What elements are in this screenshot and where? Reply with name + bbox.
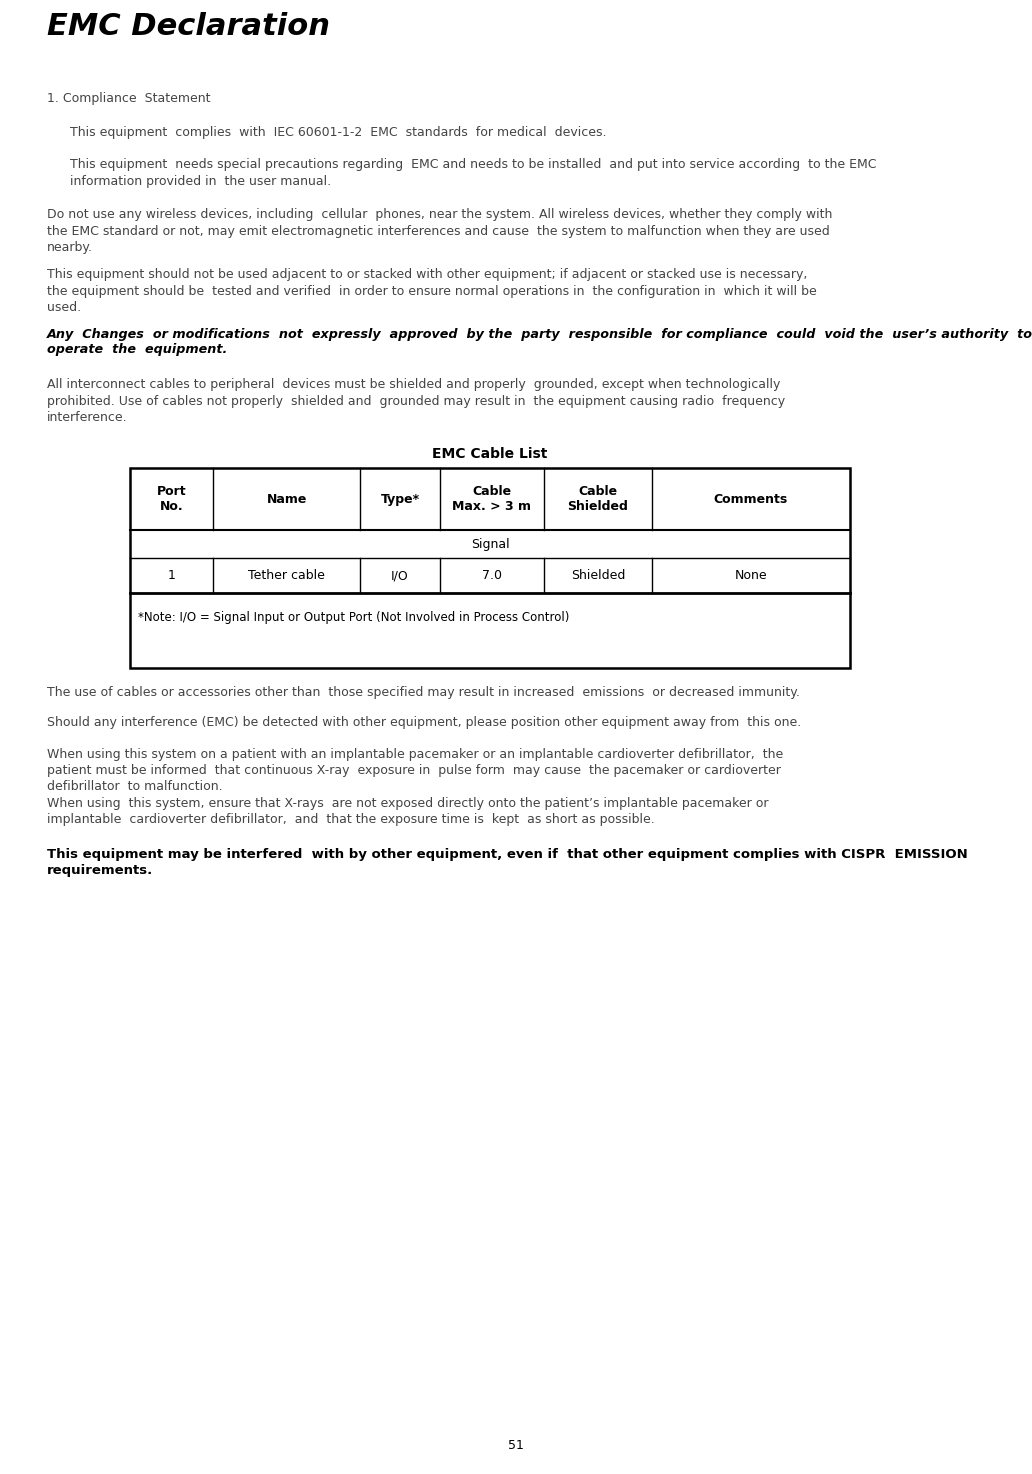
Text: Cable
Shielded: Cable Shielded — [568, 485, 628, 513]
Text: Port
No.: Port No. — [157, 485, 186, 513]
Text: None: None — [735, 569, 768, 582]
Text: 7.0: 7.0 — [482, 569, 502, 582]
Text: The use of cables or accessories other than  those specified may result in incre: The use of cables or accessories other t… — [47, 685, 800, 699]
Text: This equipment  needs special precautions regarding  EMC and needs to be install: This equipment needs special precautions… — [70, 158, 876, 187]
Text: Should any interference (EMC) be detected with other equipment, please position : Should any interference (EMC) be detecte… — [47, 716, 801, 730]
Text: This equipment  complies  with  IEC 60601-1-2  EMC  standards  for medical  devi: This equipment complies with IEC 60601-1… — [70, 125, 607, 139]
Text: Tether cable: Tether cable — [248, 569, 325, 582]
Text: operate  the  equipment.: operate the equipment. — [47, 343, 227, 357]
Text: When using this system on a patient with an implantable pacemaker or an implanta: When using this system on a patient with… — [47, 747, 783, 825]
Text: Signal: Signal — [471, 538, 510, 550]
Text: All interconnect cables to peripheral  devices must be shielded and properly  gr: All interconnect cables to peripheral de… — [47, 377, 785, 425]
Text: Comments: Comments — [714, 492, 788, 506]
Text: This equipment should not be used adjacent to or stacked with other equipment; i: This equipment should not be used adjace… — [47, 268, 816, 314]
Text: Type*: Type* — [381, 492, 420, 506]
Text: *Note: I/O = Signal Input or Output Port (Not Involved in Process Control): *Note: I/O = Signal Input or Output Port… — [138, 612, 570, 624]
Text: Name: Name — [266, 492, 307, 506]
Text: This equipment may be interfered  with by other equipment, even if  that other e: This equipment may be interfered with by… — [47, 848, 968, 861]
Text: EMC Declaration: EMC Declaration — [47, 12, 330, 41]
Text: 51: 51 — [508, 1439, 524, 1452]
Text: Any  Changes  or modifications  not  expressly  approved  by the  party  respons: Any Changes or modifications not express… — [47, 329, 1032, 340]
Text: I/O: I/O — [391, 569, 409, 582]
Bar — [130, 469, 850, 668]
Text: requirements.: requirements. — [47, 864, 153, 877]
Text: 1: 1 — [167, 569, 175, 582]
Text: Shielded: Shielded — [571, 569, 625, 582]
Text: Cable
Max. > 3 m: Cable Max. > 3 m — [452, 485, 531, 513]
Text: 1. Compliance  Statement: 1. Compliance Statement — [47, 91, 211, 105]
Text: Do not use any wireless devices, including  cellular  phones, near the system. A: Do not use any wireless devices, includi… — [47, 208, 833, 254]
Text: EMC Cable List: EMC Cable List — [432, 447, 548, 461]
